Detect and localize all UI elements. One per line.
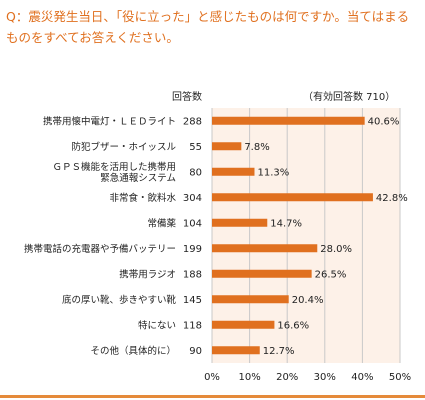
data-label: 28.0% (320, 244, 352, 255)
bar (212, 218, 268, 227)
count-column-header: 回答数 (172, 92, 202, 103)
count-label: 80 (189, 167, 202, 178)
valid-responses-label: （有効回答数 710） (303, 92, 396, 103)
x-tick-label: 20% (276, 372, 298, 383)
data-label: 26.5% (315, 269, 347, 280)
x-tick-label: 30% (314, 372, 336, 383)
x-tick-label: 50% (389, 372, 411, 383)
data-label: 11.3% (257, 167, 289, 178)
plot-area (212, 108, 400, 363)
data-label: 42.8% (376, 193, 408, 204)
category-label: 緊急通報システム (100, 172, 176, 184)
bar (212, 244, 318, 253)
category-label: 常備薬 (147, 217, 176, 229)
bar (212, 193, 373, 202)
category-label: 防犯ブザー・ホイッスル (71, 141, 176, 153)
x-tick-label: 10% (238, 372, 260, 383)
bar (212, 116, 365, 125)
question-text: Q：震災発生当日、「役に立った」と感じたものは何ですか。当てはまるものをすべてお… (6, 9, 410, 45)
category-label: 底の厚い靴、歩きやすい靴 (62, 294, 177, 306)
x-tick-label: 40% (351, 372, 373, 383)
data-label: 20.4% (292, 295, 324, 306)
count-label: 55 (189, 142, 202, 153)
data-label: 7.8% (244, 142, 269, 153)
count-label: 288 (183, 116, 202, 127)
category-label: 特にない (138, 319, 176, 331)
count-label: 199 (183, 244, 202, 255)
bar (212, 346, 260, 355)
category-label: 非常食・飲料水 (109, 192, 176, 204)
data-label: 14.7% (270, 218, 302, 229)
bottom-divider (0, 395, 425, 398)
bar (212, 142, 242, 151)
count-label: 104 (183, 218, 202, 229)
category-label: 携帯用ラジオ (119, 268, 176, 280)
category-label: ＧＰＳ機能を活用した携帯用 (52, 161, 176, 173)
data-label: 40.6% (368, 116, 400, 127)
bar (212, 269, 312, 278)
bar (212, 320, 275, 329)
category-label: 携帯電話の充電器や予備バッテリー (24, 243, 176, 255)
count-label: 90 (189, 346, 202, 357)
bar (212, 295, 289, 304)
count-label: 188 (183, 269, 202, 280)
bar (212, 167, 255, 176)
data-label: 12.7% (263, 346, 295, 357)
x-tick-label: 0% (204, 372, 220, 383)
category-label: 携帯用懐中電灯・ＬＥＤライト (43, 115, 176, 127)
count-label: 145 (183, 295, 202, 306)
count-label: 304 (183, 193, 202, 204)
data-label: 16.6% (277, 320, 309, 331)
category-label: その他（具体的に） (90, 345, 176, 357)
count-label: 118 (183, 320, 202, 331)
